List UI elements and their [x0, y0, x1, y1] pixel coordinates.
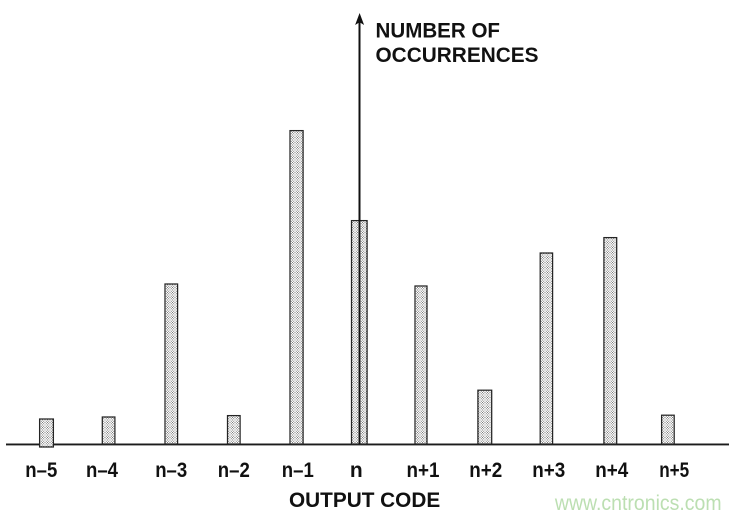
svg-text:n–4: n–4 — [86, 459, 118, 482]
svg-text:n+2: n+2 — [469, 459, 502, 482]
svg-text:n+1: n+1 — [407, 459, 440, 482]
svg-text:n+3: n+3 — [532, 459, 565, 482]
svg-text:n–2: n–2 — [218, 459, 250, 482]
svg-text:n: n — [350, 459, 363, 482]
svg-text:n–3: n–3 — [155, 459, 187, 482]
svg-text:OCCURRENCES: OCCURRENCES — [376, 44, 539, 67]
svg-text:OUTPUT CODE: OUTPUT CODE — [289, 489, 440, 512]
svg-text:n+5: n+5 — [659, 459, 689, 482]
svg-text:n–5: n–5 — [25, 459, 57, 482]
svg-text:NUMBER OF: NUMBER OF — [376, 20, 501, 43]
svg-text:www.cntronics.com: www.cntronics.com — [554, 491, 722, 515]
svg-text:n+4: n+4 — [595, 459, 628, 482]
svg-text:n–1: n–1 — [282, 459, 314, 482]
